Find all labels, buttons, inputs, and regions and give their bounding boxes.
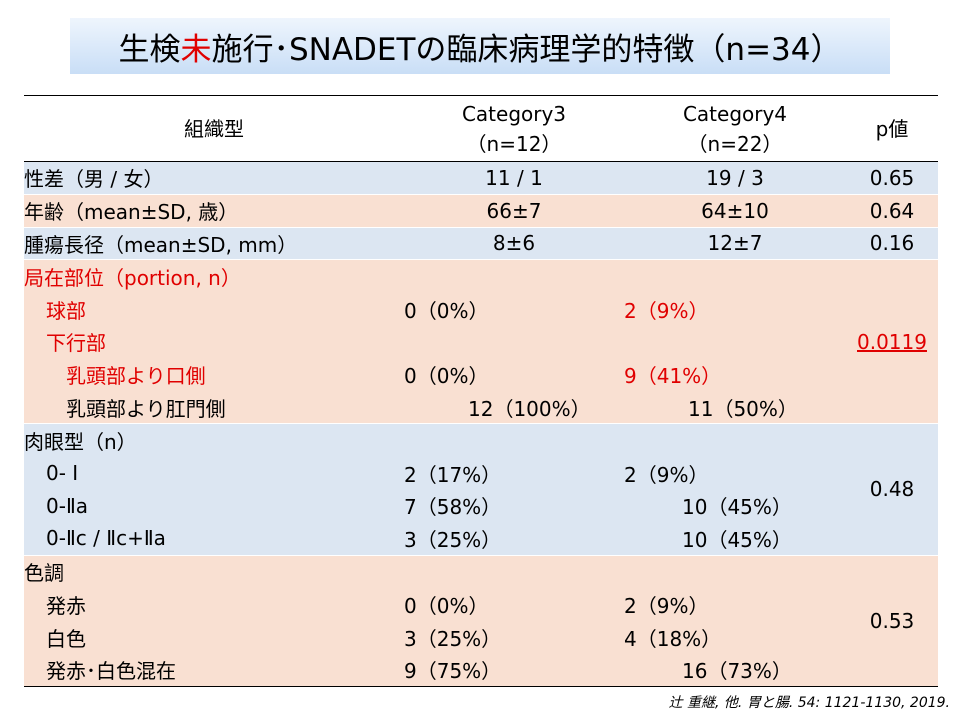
cell-cat4: 2（9%） bbox=[624, 292, 846, 326]
cell-cat3: 3（25%） bbox=[404, 522, 624, 556]
cell-p: 0.64 bbox=[846, 193, 938, 228]
cell-cat4: 19 / 3 bbox=[624, 161, 846, 195]
cell-cat4 bbox=[624, 259, 846, 293]
row-label-red: 発赤 bbox=[24, 587, 404, 621]
row-label-white: 白色 bbox=[24, 620, 404, 654]
table-row: 局在部位（portion, n） 0.0119 bbox=[24, 259, 938, 424]
row-label-oral: 乳頭部より口側 bbox=[24, 358, 404, 392]
table-row: 球部 0（0%） 2（9%） bbox=[24, 292, 938, 326]
row-label-descending: 下行部 bbox=[24, 325, 404, 359]
row-label-mixed: 発赤･白色混在 bbox=[24, 653, 404, 687]
table-row: 乳頭部より口側 0（0%） 9（41%） bbox=[24, 358, 938, 392]
cell-cat4: 2（9%） bbox=[624, 456, 846, 490]
header-p-value: p値 bbox=[875, 116, 909, 141]
cell-cat3 bbox=[404, 325, 624, 359]
row-label-bulb: 球部 bbox=[24, 292, 404, 326]
table-row: 0- Ⅰ 2（17%） 2（9%） bbox=[24, 456, 938, 490]
cell-cat3: 0（0%） bbox=[404, 292, 624, 326]
row-label-macro: 肉眼型（n） bbox=[24, 423, 404, 457]
cell-cat3: 7（58%） bbox=[404, 489, 624, 523]
row-label-color: 色調 bbox=[24, 554, 404, 588]
header-category4-name: Category4 bbox=[682, 101, 788, 126]
cell-cat4: 11（50%） bbox=[624, 391, 846, 424]
citation: 辻 重継, 他. 胃と腸. 54: 1121-1130, 2019. bbox=[668, 695, 950, 711]
header-category4-n: （n=22） bbox=[687, 131, 783, 156]
table-row: 白色 3（25%） 4（18%） bbox=[24, 620, 938, 654]
cell-cat3: 2（17%） bbox=[404, 456, 624, 490]
table-row: 年齢（mean±SD, 歳） 66±7 64±10 0.64 bbox=[24, 193, 938, 228]
row-label-age: 年齢（mean±SD, 歳） bbox=[24, 193, 404, 228]
cell-p-macro: 0.48 bbox=[846, 423, 938, 556]
table-header-row: 組織型 Category3 （n=12） Category4 （n=22） p値 bbox=[24, 96, 938, 162]
cell-cat3 bbox=[404, 423, 624, 457]
cell-cat3: 8±6 bbox=[404, 226, 624, 260]
p-value-significant: 0.0119 bbox=[857, 329, 927, 354]
cell-cat4: 10（45%） bbox=[624, 489, 846, 523]
row-label-anal: 乳頭部より肛門側 bbox=[24, 391, 404, 424]
row-label-location: 局在部位（portion, n） bbox=[24, 259, 404, 293]
table-row: 腫瘍長径（mean±SD, mm） 8±6 12±7 0.16 bbox=[24, 226, 938, 260]
table-row: 発赤 0（0%） 2（9%） bbox=[24, 587, 938, 621]
cell-cat4 bbox=[624, 325, 846, 359]
header-category3-n: （n=12） bbox=[466, 131, 562, 156]
cell-cat3: 12（100%） bbox=[404, 391, 624, 424]
slide-title: 生検未施行･SNADETの臨床病理学的特徴（n=34） bbox=[70, 18, 890, 74]
cell-cat3: 11 / 1 bbox=[404, 161, 624, 195]
table-row: 0-Ⅱc / Ⅱc+Ⅱa 3（25%） 10（45%） bbox=[24, 522, 938, 556]
cell-p-color: 0.53 bbox=[846, 554, 938, 687]
row-label-type2a: 0-Ⅱa bbox=[24, 489, 404, 523]
cell-cat4: 2（9%） bbox=[624, 587, 846, 621]
cell-cat4: 12±7 bbox=[624, 226, 846, 260]
table-row: 0-Ⅱa 7（58%） 10（45%） bbox=[24, 489, 938, 523]
row-label-sex: 性差（男 / 女） bbox=[24, 161, 404, 195]
cell-cat4: 4（18%） bbox=[624, 620, 846, 654]
clinicopathology-table: 組織型 Category3 （n=12） Category4 （n=22） p値… bbox=[24, 95, 938, 687]
title-prefix: 生検 bbox=[118, 31, 181, 68]
cell-cat3: 66±7 bbox=[404, 193, 624, 228]
row-label-size: 腫瘍長径（mean±SD, mm） bbox=[24, 226, 404, 260]
cell-p-location: 0.0119 bbox=[846, 259, 938, 424]
row-label-type2c: 0-Ⅱc / Ⅱc+Ⅱa bbox=[24, 522, 404, 556]
cell-cat3: 0（0%） bbox=[404, 587, 624, 621]
row-label-type1: 0- Ⅰ bbox=[24, 456, 404, 490]
cell-cat3: 9（75%） bbox=[404, 653, 624, 687]
header-category3-name: Category3 bbox=[461, 101, 567, 126]
title-suffix: 施行･SNADETの臨床病理学的特徴（n=34） bbox=[211, 31, 842, 68]
cell-cat3 bbox=[404, 259, 624, 293]
cell-cat4: 16（73%） bbox=[624, 653, 846, 687]
table-row: 色調 0.53 bbox=[24, 554, 938, 687]
cell-cat4: 9（41%） bbox=[624, 358, 846, 392]
header-category3: Category3 （n=12） bbox=[404, 96, 624, 162]
cell-cat3 bbox=[404, 554, 624, 588]
cell-cat4 bbox=[624, 423, 846, 457]
table-row: 肉眼型（n） 0.48 bbox=[24, 423, 938, 556]
cell-p: 0.16 bbox=[846, 226, 938, 260]
cell-cat3: 0（0%） bbox=[404, 358, 624, 392]
header-category4: Category4 （n=22） bbox=[624, 96, 846, 162]
cell-p: 0.65 bbox=[846, 161, 938, 195]
cell-cat4 bbox=[624, 554, 846, 588]
table-row: 下行部 bbox=[24, 325, 938, 359]
table-row: 乳頭部より肛門側 12（100%） 11（50%） bbox=[24, 391, 938, 424]
cell-cat4: 10（45%） bbox=[624, 522, 846, 556]
cell-cat3: 3（25%） bbox=[404, 620, 624, 654]
table-row: 性差（男 / 女） 11 / 1 19 / 3 0.65 bbox=[24, 161, 938, 195]
header-histology: 組織型 bbox=[184, 116, 244, 141]
cell-cat4: 64±10 bbox=[624, 193, 846, 228]
table-row: 発赤･白色混在 9（75%） 16（73%） bbox=[24, 653, 938, 687]
title-highlight: 未 bbox=[180, 31, 212, 68]
